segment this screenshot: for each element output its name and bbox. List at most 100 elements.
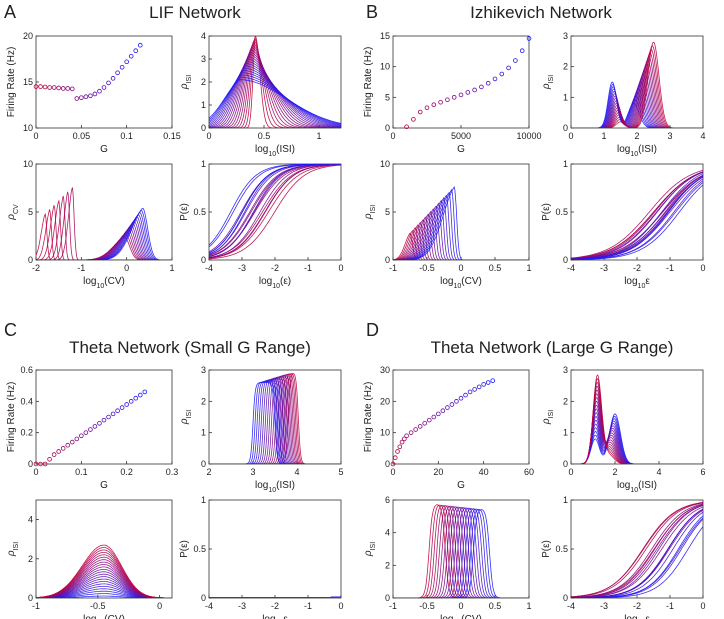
y-tick-label: 10 — [23, 123, 33, 133]
x-tick-label: -0.5 — [90, 601, 106, 611]
x-tick-label: 3 — [667, 131, 672, 141]
data-point — [485, 80, 491, 86]
series-line — [571, 511, 703, 598]
series-line — [571, 393, 703, 464]
x-tick-label: -2 — [32, 263, 40, 273]
y-tick-label: 0 — [201, 123, 206, 133]
subplot-d1: 0 20 40 60 0 10 20 30 G Firing Rate (Hz) — [363, 365, 534, 491]
x-tick-label: -3 — [600, 263, 608, 273]
series-line — [209, 47, 341, 128]
series-line — [393, 202, 529, 260]
series-line — [209, 375, 341, 464]
series-line — [209, 382, 341, 464]
plot-frame — [208, 499, 342, 599]
y-tick-label: 0.6 — [20, 365, 33, 375]
y-tick-label: 3 — [563, 31, 568, 41]
data-point — [417, 109, 423, 115]
subplot-b1: 0 5000 10000 0 5 10 15 G Firing Rate (Hz) — [363, 31, 542, 155]
data-point — [399, 439, 405, 445]
series-line — [209, 164, 341, 256]
series-line — [393, 506, 529, 598]
series-group — [571, 41, 703, 128]
data-point — [411, 117, 416, 122]
x-tick-label: 10000 — [516, 131, 541, 141]
x-tick-label: 1 — [526, 263, 531, 273]
y-axis-label: ρISI — [363, 542, 377, 557]
data-point — [56, 85, 61, 91]
series-group — [571, 374, 703, 464]
subplot-c4: -4 -3 -2 -1 0 0 0.5 1 log10ε P(ε) — [179, 495, 344, 619]
x-axis-label: G — [100, 144, 108, 155]
x-tick-label: 40 — [479, 467, 489, 477]
data-point — [88, 427, 93, 432]
data-point — [426, 417, 432, 423]
series-line — [393, 505, 529, 598]
data-point — [137, 392, 143, 398]
series-line — [393, 505, 529, 598]
x-tick-label: -4 — [567, 263, 575, 273]
series-line — [571, 381, 703, 464]
y-tick-label: 30 — [380, 365, 390, 375]
y-tick-label: 1 — [201, 495, 206, 505]
data-point — [397, 444, 403, 450]
x-tick-label: -4 — [567, 601, 575, 611]
series-line — [209, 79, 341, 124]
x-tick-label: 1 — [316, 131, 321, 141]
data-point — [33, 461, 39, 467]
y-axis-label: ρISI — [541, 410, 555, 425]
series-line — [393, 508, 529, 598]
data-point — [124, 402, 129, 407]
data-point — [476, 384, 482, 390]
series-line — [393, 509, 529, 598]
x-tick-label: 60 — [524, 467, 534, 477]
plot-frame — [35, 369, 173, 465]
data-point — [395, 449, 400, 454]
y-tick-label: 4 — [28, 515, 33, 525]
data-point — [74, 436, 80, 442]
series-line — [571, 502, 703, 598]
x-tick-label: 3 — [250, 467, 255, 477]
data-point — [119, 405, 125, 410]
x-tick-label: -2 — [271, 263, 279, 273]
data-point — [526, 36, 532, 41]
data-point — [47, 456, 52, 462]
data-point — [440, 408, 446, 414]
data-point — [38, 461, 43, 467]
series-line — [571, 504, 703, 598]
x-tick-label: -1 — [304, 263, 312, 273]
y-axis-label: ρISI — [6, 542, 20, 557]
y-axis-label: P(ε) — [541, 540, 552, 558]
x-axis-label: log10(ISI) — [617, 480, 657, 494]
series-group — [571, 502, 703, 598]
x-axis-label: log10ε — [262, 614, 288, 619]
y-tick-label: 0.5 — [193, 544, 206, 554]
data-point — [472, 387, 477, 392]
series-group — [209, 36, 341, 128]
series-line — [209, 164, 341, 246]
subplot-c3: -1 -0.5 0 0 2 4 log10(CV) ρISI — [6, 499, 173, 619]
series-line — [571, 77, 703, 128]
data-point — [128, 399, 134, 404]
panel-title-a: LIF Network — [149, 3, 241, 22]
data-point — [490, 378, 496, 383]
panel-title-d: Theta Network (Large G Range) — [431, 338, 674, 357]
series-line — [571, 509, 703, 598]
y-tick-label: 0 — [28, 459, 33, 469]
x-tick-label: 20 — [433, 467, 443, 477]
series-line — [571, 56, 703, 128]
series-line — [209, 380, 341, 464]
y-tick-label: 15 — [380, 31, 390, 41]
series-line — [571, 41, 703, 128]
x-tick-label: -3 — [238, 263, 246, 273]
y-tick-label: 10 — [380, 428, 390, 438]
data-point — [69, 86, 75, 92]
subplot-b2: 0 1 2 3 4 0 1 2 3 log10(ISI) ρISI — [541, 31, 706, 158]
series-line — [209, 70, 341, 127]
data-point — [106, 414, 111, 420]
y-tick-label: 0 — [563, 255, 568, 265]
y-tick-label: 5 — [385, 207, 390, 217]
data-point — [422, 420, 428, 426]
series-group — [209, 372, 341, 464]
x-tick-label: 0.5 — [489, 601, 502, 611]
x-tick-label: 0.3 — [166, 467, 179, 477]
